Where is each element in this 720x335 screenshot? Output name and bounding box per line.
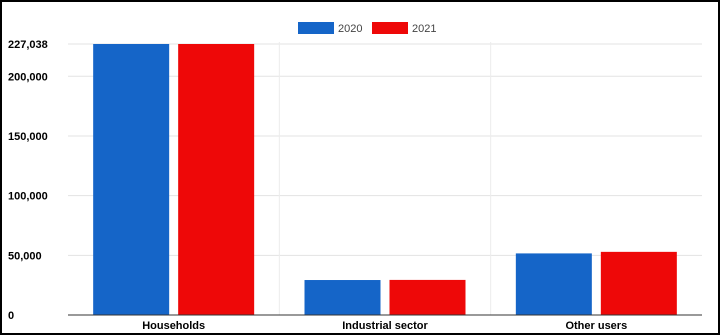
x-tick-label: Industrial sector	[342, 320, 428, 332]
legend-swatch-2021	[372, 22, 408, 34]
legend-label-2020: 2020	[338, 23, 362, 35]
bar-2020	[515, 253, 592, 315]
legend-label-2021: 2021	[412, 23, 436, 35]
bar-2021	[178, 44, 255, 315]
y-tick-label: 227,038	[8, 39, 48, 51]
y-tick-label: 150,000	[8, 131, 48, 143]
bar-2021	[389, 279, 466, 315]
y-tick-label: 50,000	[8, 250, 42, 262]
grid-layer	[68, 42, 702, 315]
bar-2020	[304, 280, 381, 315]
legend: 2020 2021	[298, 22, 436, 35]
bar-2021	[600, 251, 677, 315]
y-tick-label: 0	[8, 310, 14, 322]
bar-2020	[93, 44, 170, 315]
bar-layer	[93, 44, 677, 315]
x-tick-label: Households	[142, 320, 205, 332]
axis-layer: 0 50,000 100,000 150,000 200,000 227,038 House…	[8, 39, 702, 332]
x-tick-label: Other users	[565, 320, 627, 332]
y-tick-label: 100,000	[8, 191, 48, 203]
y-tick-label: 200,000	[8, 71, 48, 83]
legend-swatch-2020	[298, 22, 334, 34]
